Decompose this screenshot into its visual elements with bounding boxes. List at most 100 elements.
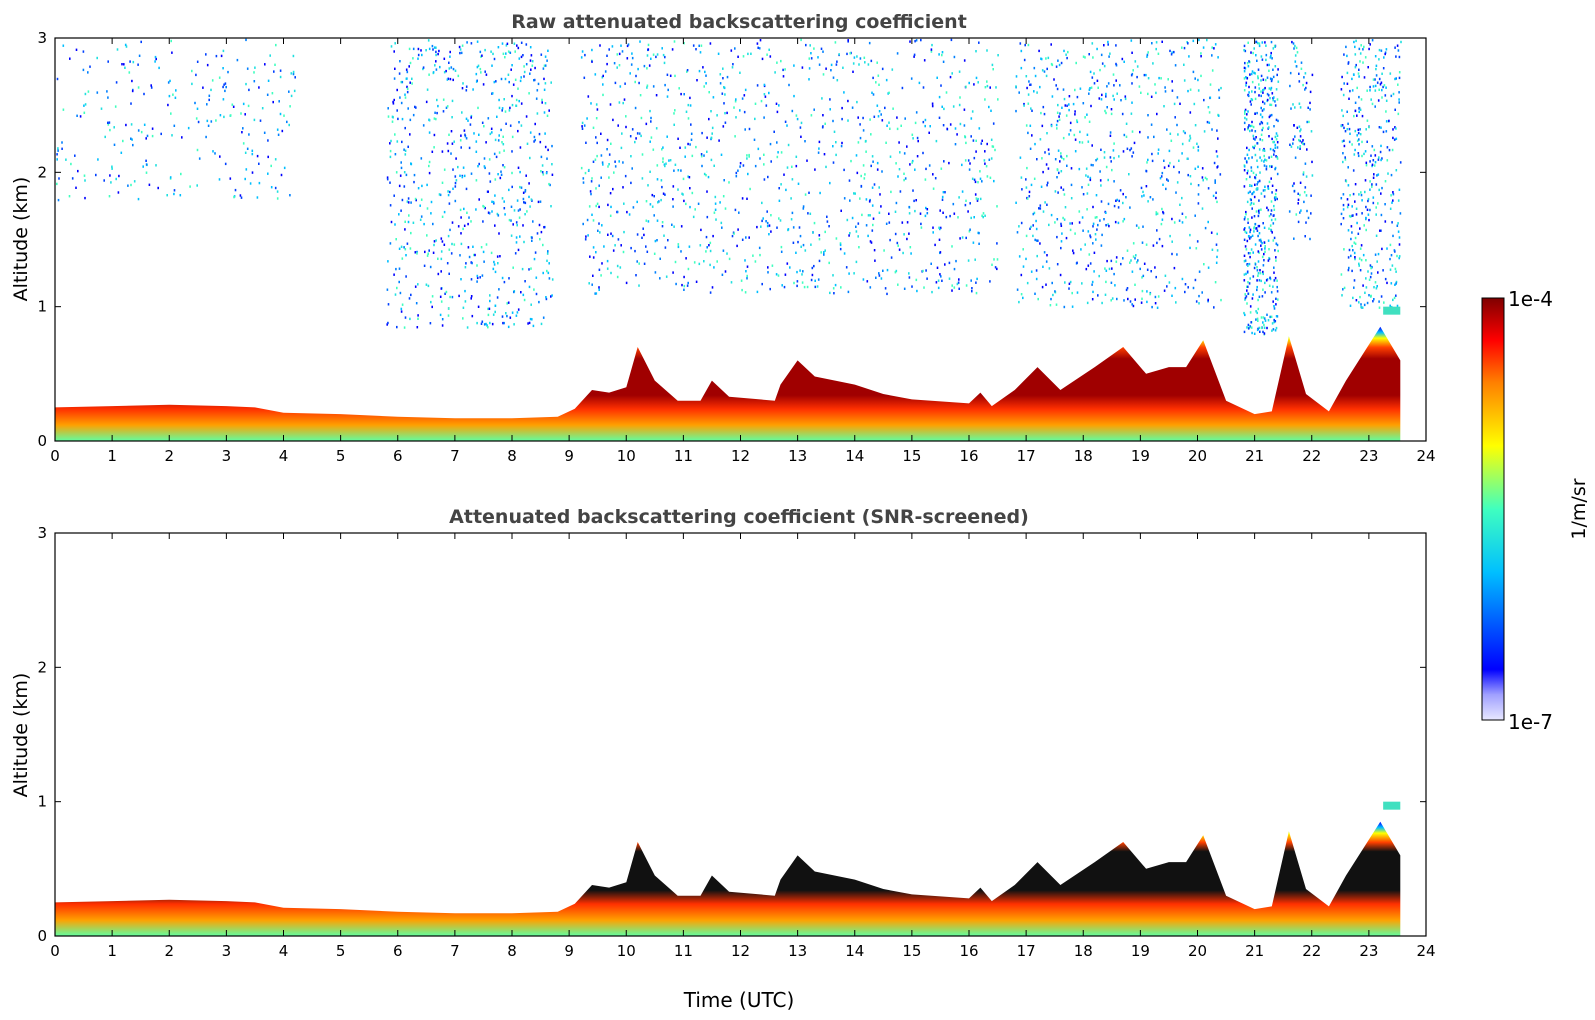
noise-speckle bbox=[1216, 255, 1218, 259]
noise-speckle bbox=[630, 63, 633, 66]
noise-speckle bbox=[753, 138, 756, 141]
noise-speckle bbox=[779, 219, 782, 222]
noise-speckle bbox=[1250, 51, 1252, 54]
noise-speckle bbox=[1045, 57, 1047, 60]
noise-speckle bbox=[1256, 183, 1258, 186]
noise-speckle bbox=[283, 114, 285, 117]
noise-speckle bbox=[1358, 110, 1360, 113]
noise-speckle bbox=[400, 101, 403, 105]
noise-speckle bbox=[647, 184, 649, 187]
noise-speckle bbox=[669, 159, 672, 162]
noise-speckle bbox=[979, 170, 981, 173]
noise-speckle bbox=[1263, 149, 1266, 152]
noise-speckle bbox=[581, 121, 584, 125]
noise-speckle bbox=[1357, 72, 1360, 75]
noise-speckle bbox=[851, 106, 854, 109]
noise-speckle bbox=[1076, 261, 1078, 264]
noise-speckle bbox=[507, 50, 510, 53]
noise-speckle bbox=[906, 145, 908, 148]
noise-speckle bbox=[624, 174, 627, 178]
noise-speckle bbox=[606, 138, 609, 142]
noise-speckle bbox=[488, 307, 491, 310]
noise-speckle bbox=[608, 163, 610, 166]
noise-speckle bbox=[1095, 238, 1097, 241]
noise-speckle bbox=[452, 67, 455, 71]
noise-speckle bbox=[1273, 266, 1275, 269]
noise-speckle bbox=[448, 248, 451, 251]
noise-speckle bbox=[1036, 158, 1038, 161]
noise-speckle bbox=[1389, 257, 1391, 261]
noise-speckle bbox=[896, 127, 899, 131]
noise-speckle bbox=[483, 165, 486, 168]
noise-speckle bbox=[1378, 126, 1381, 129]
noise-speckle bbox=[533, 140, 535, 143]
noise-speckle bbox=[500, 128, 502, 132]
noise-speckle bbox=[590, 180, 593, 183]
noise-speckle bbox=[1147, 77, 1150, 80]
noise-speckle bbox=[888, 221, 891, 224]
noise-speckle bbox=[703, 172, 706, 176]
noise-speckle bbox=[1099, 179, 1102, 182]
noise-speckle bbox=[890, 256, 893, 259]
noise-speckle bbox=[447, 190, 449, 193]
noise-speckle bbox=[684, 155, 686, 158]
noise-speckle bbox=[1363, 45, 1365, 49]
noise-speckle bbox=[863, 56, 866, 59]
noise-speckle bbox=[780, 59, 782, 63]
noise-speckle bbox=[869, 198, 871, 202]
noise-speckle bbox=[757, 147, 760, 151]
chart-title: Attenuated backscattering coefficient (S… bbox=[449, 506, 1029, 528]
x-tick-label: 8 bbox=[507, 447, 517, 465]
noise-speckle bbox=[514, 252, 517, 255]
noise-speckle bbox=[941, 195, 944, 199]
noise-speckle bbox=[501, 42, 504, 45]
noise-speckle bbox=[1044, 201, 1046, 204]
noise-speckle bbox=[441, 240, 444, 243]
noise-speckle bbox=[1292, 103, 1294, 106]
noise-speckle bbox=[1272, 47, 1275, 50]
noise-speckle bbox=[1373, 286, 1375, 289]
y-axis-label: Altitude (km) bbox=[10, 673, 32, 798]
noise-speckle bbox=[1251, 129, 1253, 132]
noise-speckle bbox=[776, 155, 779, 159]
noise-speckle bbox=[1351, 77, 1353, 81]
noise-speckle bbox=[1352, 214, 1354, 217]
noise-speckle bbox=[1364, 179, 1367, 182]
noise-speckle bbox=[513, 209, 516, 212]
noise-speckle bbox=[450, 152, 452, 155]
noise-speckle bbox=[244, 151, 247, 154]
noise-speckle bbox=[1259, 238, 1262, 241]
noise-speckle bbox=[607, 165, 609, 168]
noise-speckle bbox=[829, 98, 831, 101]
noise-speckle bbox=[254, 66, 256, 69]
noise-speckle bbox=[1161, 171, 1164, 175]
noise-speckle bbox=[1058, 171, 1060, 175]
noise-speckle bbox=[544, 82, 547, 85]
noise-speckle bbox=[1258, 83, 1260, 86]
noise-speckle bbox=[1085, 267, 1088, 271]
noise-speckle bbox=[1254, 243, 1257, 246]
noise-speckle bbox=[980, 142, 983, 145]
noise-speckle bbox=[1246, 302, 1248, 305]
noise-speckle bbox=[1251, 216, 1253, 219]
noise-speckle bbox=[1143, 73, 1146, 77]
noise-speckle bbox=[391, 120, 394, 123]
noise-speckle bbox=[709, 249, 712, 253]
noise-speckle bbox=[516, 224, 518, 227]
x-tick-label: 14 bbox=[845, 447, 864, 465]
noise-speckle bbox=[531, 239, 533, 242]
noise-speckle bbox=[258, 86, 260, 89]
noise-speckle bbox=[65, 158, 67, 161]
noise-speckle bbox=[521, 267, 524, 271]
noise-speckle bbox=[1056, 176, 1058, 179]
noise-speckle bbox=[430, 300, 432, 304]
noise-speckle bbox=[389, 155, 392, 159]
noise-speckle bbox=[1089, 235, 1092, 239]
noise-speckle bbox=[386, 176, 389, 179]
noise-speckle bbox=[1149, 196, 1152, 199]
noise-speckle bbox=[1087, 175, 1089, 178]
noise-speckle bbox=[1293, 237, 1295, 240]
noise-speckle bbox=[855, 230, 858, 233]
noise-speckle bbox=[1127, 297, 1129, 301]
x-tick-label: 22 bbox=[1302, 447, 1321, 465]
